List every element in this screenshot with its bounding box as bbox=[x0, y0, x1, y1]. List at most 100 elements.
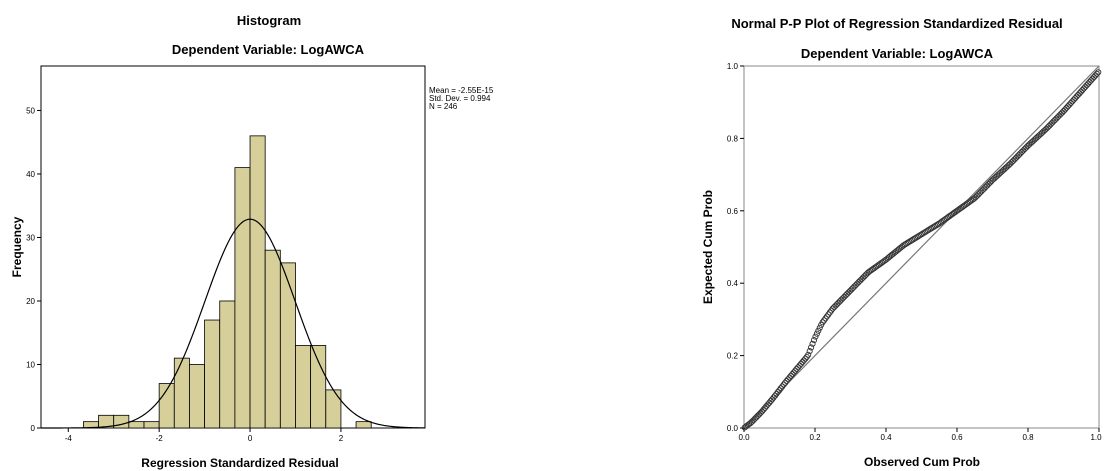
pp-point bbox=[1015, 151, 1022, 158]
histogram-subtitle: Dependent Variable: LogAWCA bbox=[172, 42, 365, 57]
pp-point bbox=[1093, 70, 1100, 77]
pp-point bbox=[978, 188, 985, 195]
pp-x-axis-title: Observed Cum Prob bbox=[864, 455, 980, 469]
pp-point bbox=[769, 396, 776, 403]
pp-point bbox=[975, 191, 982, 198]
pp-point bbox=[979, 186, 986, 193]
pp-point bbox=[848, 286, 855, 293]
pp-point bbox=[861, 273, 868, 280]
pp-point bbox=[815, 327, 822, 334]
pp-point bbox=[809, 340, 816, 347]
pp-point bbox=[834, 301, 841, 308]
histogram-bar bbox=[234, 167, 251, 429]
pp-point bbox=[838, 296, 845, 303]
histogram-y-axis-title: Frequency bbox=[10, 216, 24, 277]
histogram-x-tick-label: 0 bbox=[248, 434, 253, 443]
pp-y-tick-label: 0.4 bbox=[727, 279, 739, 288]
pp-point bbox=[860, 274, 867, 281]
pp-point bbox=[1059, 109, 1066, 116]
histogram-y-tick-label: 0 bbox=[31, 424, 36, 433]
pp-point bbox=[1018, 148, 1025, 156]
pp-point bbox=[849, 284, 857, 291]
pp-point bbox=[832, 302, 839, 309]
histogram-x-tick-label: -4 bbox=[65, 434, 73, 443]
histogram-bars bbox=[82, 135, 372, 429]
pp-point bbox=[805, 351, 812, 358]
pp-x-axis: 0.0 0.2 0.4 0.6 0.8 1.0 bbox=[738, 428, 1102, 442]
pp-plot-chart: Normal P-P Plot of Regression Standardiz… bbox=[701, 16, 1102, 469]
histogram-x-tick-label: -2 bbox=[156, 434, 164, 443]
pp-y-tick-label: 0.8 bbox=[727, 134, 739, 143]
pp-point bbox=[1051, 116, 1059, 123]
pp-point bbox=[835, 299, 842, 306]
pp-y-axis: 0.0 0.2 0.4 0.6 0.8 1.0 bbox=[727, 62, 744, 433]
histogram-title: Histogram bbox=[237, 13, 301, 28]
pp-point bbox=[982, 183, 989, 190]
pp-point bbox=[771, 392, 779, 399]
pp-point bbox=[806, 348, 813, 355]
histogram-bar bbox=[189, 364, 205, 429]
pp-point bbox=[1021, 145, 1028, 153]
pp-point bbox=[808, 344, 815, 351]
histogram-bar bbox=[295, 345, 312, 429]
histogram-chart: Histogram Dependent Variable: LogAWCA 0 1… bbox=[10, 13, 494, 470]
histogram-bar bbox=[204, 319, 221, 429]
pp-x-tick-label: 0.2 bbox=[809, 433, 821, 442]
pp-points bbox=[741, 69, 1102, 431]
pp-title: Normal P-P Plot of Regression Standardiz… bbox=[731, 16, 1062, 31]
pp-point bbox=[1012, 154, 1020, 161]
pp-point bbox=[779, 383, 786, 390]
histogram-x-tick-label: 2 bbox=[339, 434, 344, 443]
pp-point bbox=[831, 304, 838, 311]
pp-point bbox=[812, 333, 819, 340]
histogram-y-tick-label: 20 bbox=[26, 297, 35, 306]
histogram-bar bbox=[219, 300, 236, 429]
pp-point bbox=[851, 283, 858, 290]
histogram-bar bbox=[249, 135, 266, 429]
pp-point bbox=[776, 387, 783, 394]
pp-x-tick-label: 0.4 bbox=[880, 433, 892, 442]
pp-point bbox=[986, 179, 994, 186]
pp-y-tick-label: 0.6 bbox=[727, 207, 739, 216]
histogram-bar bbox=[355, 421, 372, 429]
pp-y-tick-label: 1.0 bbox=[727, 62, 739, 71]
pp-plot-frame bbox=[743, 65, 1100, 429]
pp-point bbox=[802, 355, 809, 362]
pp-point bbox=[1056, 112, 1063, 119]
pp-point bbox=[1047, 121, 1054, 128]
normal-curve bbox=[40, 218, 426, 429]
pp-point bbox=[854, 280, 861, 287]
pp-point bbox=[1095, 69, 1102, 76]
pp-point bbox=[852, 281, 859, 289]
pp-point bbox=[1010, 157, 1017, 164]
histogram-stat-line: N = 246 bbox=[429, 102, 458, 111]
histogram-y-tick-label: 10 bbox=[26, 360, 35, 369]
pp-point bbox=[1049, 119, 1056, 126]
pp-point bbox=[845, 289, 852, 296]
histogram-bar bbox=[310, 345, 327, 429]
histogram-x-axis: -4 -2 0 2 bbox=[65, 428, 344, 443]
histogram-bar bbox=[128, 421, 145, 429]
histogram-y-axis: 0 10 20 30 40 50 bbox=[26, 106, 41, 433]
pp-subtitle: Dependent Variable: LogAWCA bbox=[801, 46, 994, 61]
pp-reference-line bbox=[743, 65, 1100, 429]
pp-point bbox=[839, 295, 846, 302]
histogram-bar bbox=[143, 421, 160, 429]
pp-point bbox=[1011, 156, 1018, 163]
pp-point bbox=[857, 277, 864, 284]
pp-point bbox=[844, 290, 851, 297]
pp-point bbox=[780, 381, 787, 388]
pp-point bbox=[847, 287, 854, 294]
histogram-bar bbox=[113, 414, 130, 429]
pp-point bbox=[976, 189, 983, 196]
pp-point bbox=[774, 388, 781, 396]
histogram-bar bbox=[264, 249, 281, 429]
histogram-x-axis-title: Regression Standardized Residual bbox=[141, 456, 338, 470]
pp-x-tick-label: 0.8 bbox=[1022, 433, 1034, 442]
histogram-y-tick-label: 30 bbox=[26, 233, 35, 242]
histogram-y-tick-label: 50 bbox=[26, 106, 35, 115]
pp-point bbox=[1053, 115, 1060, 122]
pp-point bbox=[1017, 150, 1024, 157]
